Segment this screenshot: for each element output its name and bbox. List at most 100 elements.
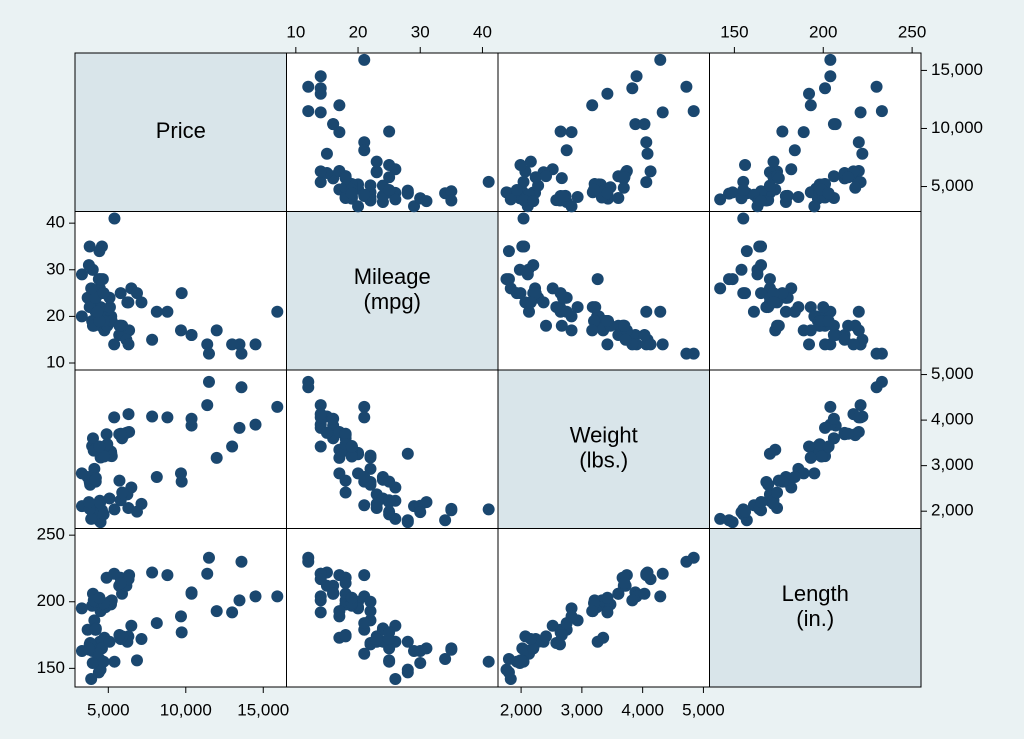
data-point [540,170,553,183]
data-point [755,496,768,509]
data-point [803,338,816,351]
x-tick-label: 30 [411,22,430,41]
data-point [808,467,821,480]
data-point [401,516,414,529]
data-point [819,338,832,351]
data-point [302,381,315,394]
data-point [739,159,752,172]
data-point [420,195,433,208]
x-tick-label: 15,000 [237,700,289,719]
data-point [86,657,99,670]
data-point [560,617,573,630]
data-point [626,594,639,607]
data-point [202,551,215,564]
data-point [747,305,760,318]
data-point [522,305,535,318]
data-point [588,315,601,328]
data-point [772,474,785,487]
data-point [504,193,517,206]
data-point [383,184,396,197]
data-point [518,240,531,253]
data-point [185,412,198,425]
data-point [763,273,776,286]
data-point [518,643,531,656]
data-point [85,673,98,686]
data-point [358,471,371,484]
data-point [333,451,346,464]
data-point [638,587,651,600]
y-tick-label: 5,000 [931,364,974,383]
data-point [130,287,143,300]
data-point [150,617,163,630]
data-point [75,602,88,615]
data-point [524,633,537,646]
data-point [640,305,653,318]
data-point [640,569,653,582]
data-point [822,315,835,328]
data-point [762,478,775,491]
y-tick-label: 150 [37,658,65,677]
data-point [842,319,855,332]
data-point [185,329,198,342]
data-point [235,555,248,568]
diagonal-cell [74,52,287,212]
data-point [146,410,159,423]
y-tick-label: 40 [46,213,65,232]
data-point [500,663,513,676]
data-point [314,106,327,119]
data-point [370,166,383,179]
data-point [654,53,667,66]
data-point [439,653,452,666]
data-point [644,165,657,178]
data-point [339,486,352,499]
data-point [108,338,121,351]
data-point [644,338,657,351]
data-point [482,503,495,516]
data-point [445,643,458,656]
data-point [358,53,371,66]
data-point [130,505,143,518]
data-point [767,497,780,510]
data-point [103,301,116,314]
data-point [389,673,402,686]
y-tick-label: 200 [37,591,65,610]
data-point [401,186,414,199]
variable-label: Weight [570,423,638,448]
data-point [114,577,127,590]
data-point [640,176,653,189]
data-point [856,147,869,160]
data-point [735,263,748,276]
data-point [85,512,98,525]
data-point [364,179,377,192]
data-point [345,591,358,604]
data-point [91,305,104,318]
data-point [554,125,567,138]
data-point [555,629,568,642]
x-tick-label: 200 [809,22,837,41]
data-point [565,126,578,139]
data-point [233,594,246,607]
data-point [100,428,113,441]
data-point [89,473,102,486]
data-point [680,555,693,568]
variable-label: (mpg) [364,289,421,314]
data-point [852,305,865,318]
data-point [755,259,768,272]
data-point [314,70,327,83]
data-point [529,287,542,300]
data-point [482,655,495,668]
data-point [763,447,776,460]
data-point [370,155,383,168]
data-point [540,319,553,332]
data-point [122,338,135,351]
data-point [854,106,867,119]
data-point [849,181,862,194]
data-point [383,633,396,646]
data-point [202,375,215,388]
y-tick-label: 4,000 [931,410,974,429]
data-point [314,399,327,412]
data-point [554,287,567,300]
data-point [612,192,625,205]
data-point [93,440,106,453]
data-point [320,426,333,439]
